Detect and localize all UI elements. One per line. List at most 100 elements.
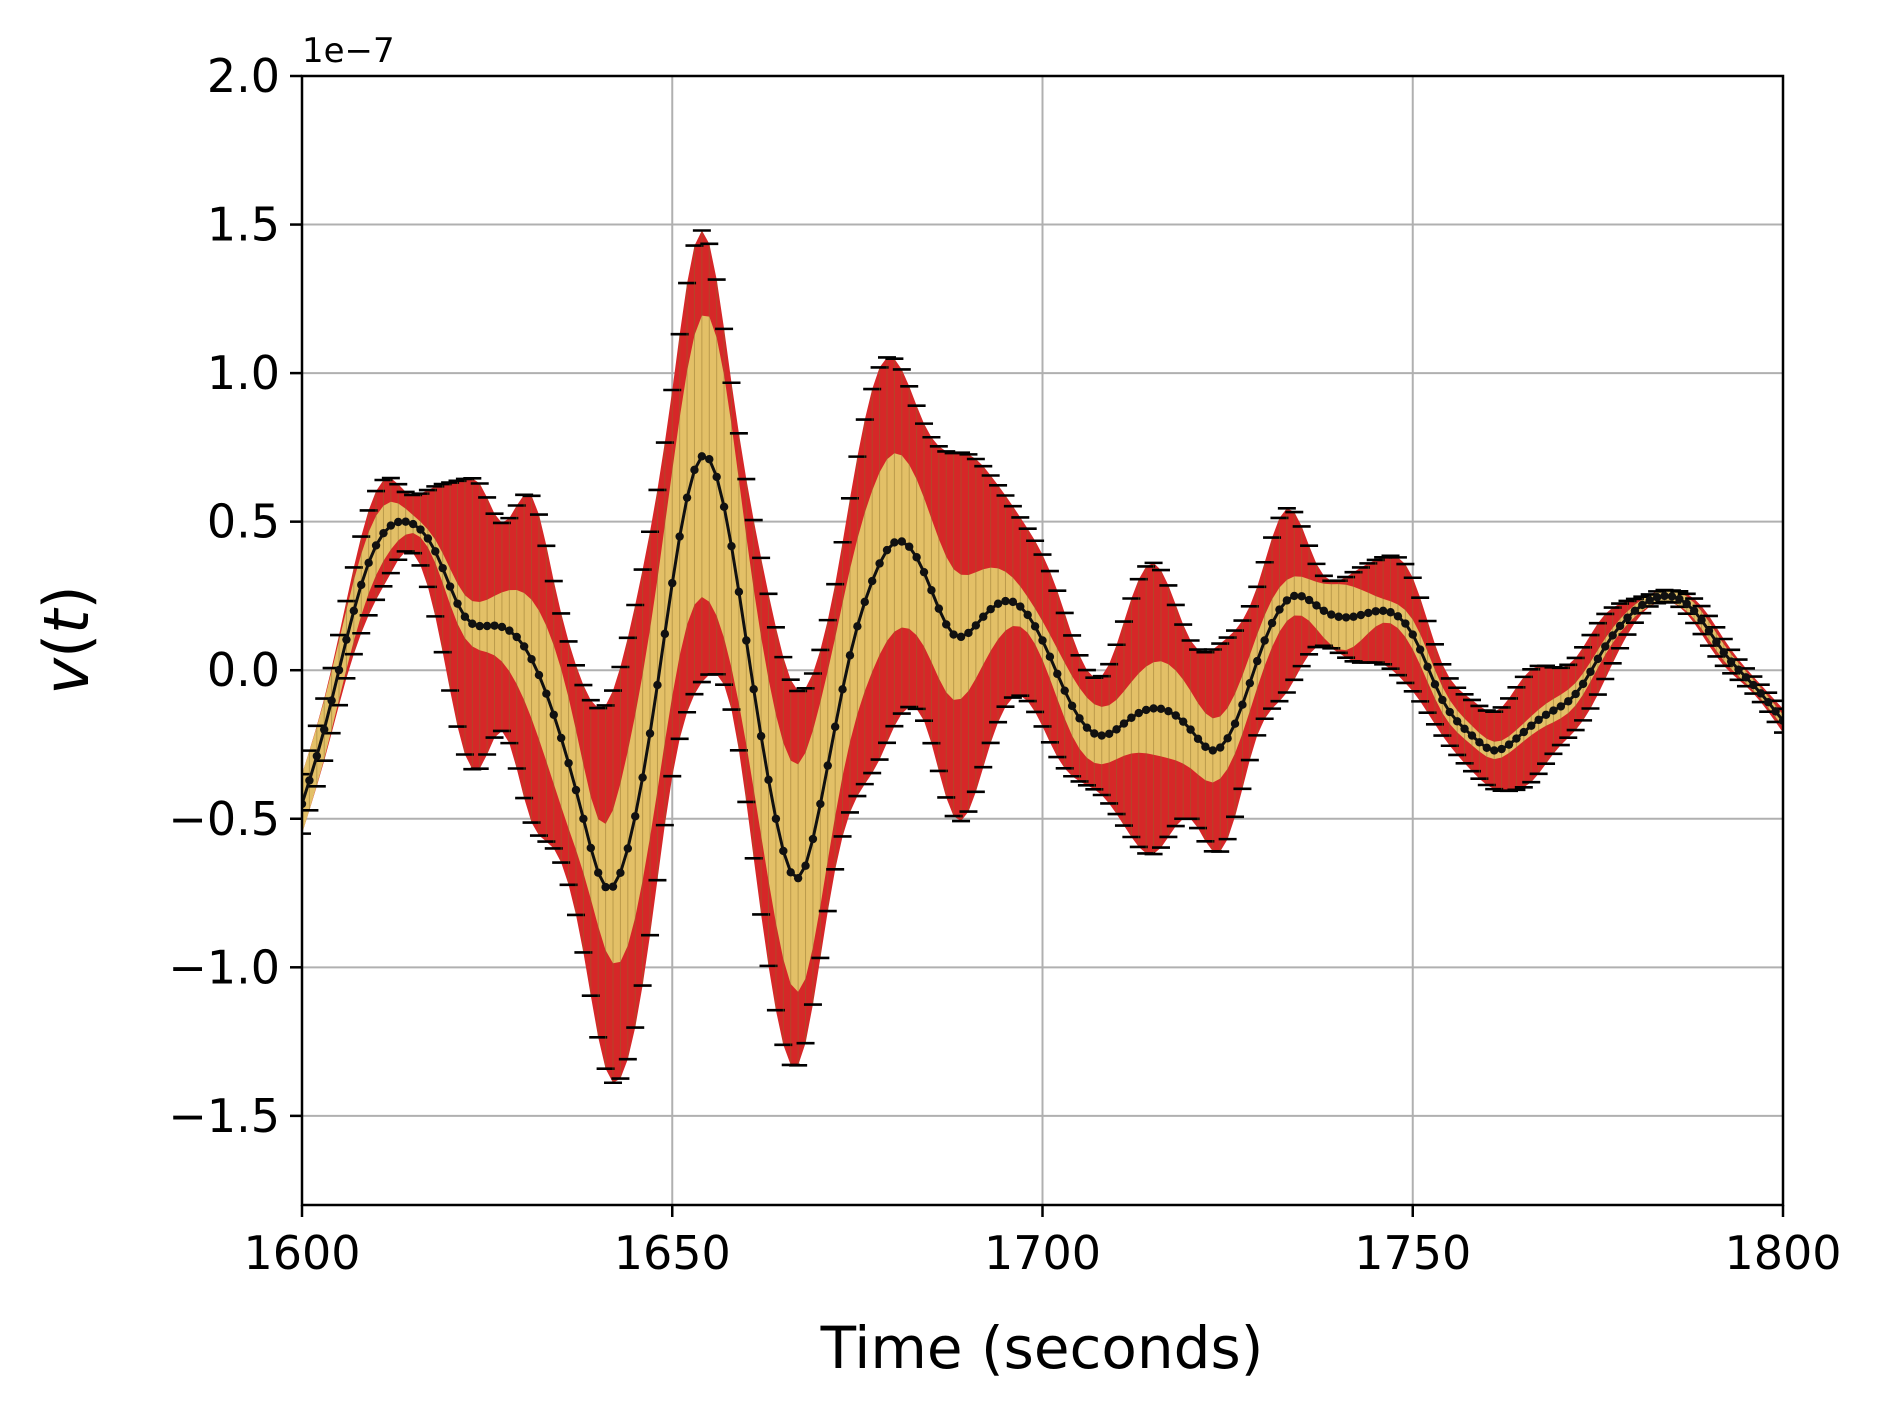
mean-marker	[1275, 605, 1284, 614]
mean-marker	[571, 785, 581, 795]
mean-marker	[416, 525, 425, 534]
mean-marker	[1556, 702, 1566, 711]
mean-marker	[993, 599, 1003, 608]
mean-marker	[1230, 719, 1240, 728]
mean-marker	[1164, 706, 1173, 716]
mean-marker	[1075, 714, 1084, 723]
y-offset-label: 1e−7	[302, 31, 395, 71]
mean-marker	[1356, 610, 1366, 620]
mean-marker	[1726, 657, 1736, 666]
mean-marker	[1282, 596, 1292, 605]
mean-marker	[512, 632, 521, 642]
mean-marker	[1386, 608, 1395, 617]
mean-marker	[1527, 721, 1536, 730]
mean-marker	[1415, 645, 1425, 654]
mean-marker	[1023, 610, 1032, 620]
mean-marker	[786, 868, 795, 877]
mean-marker	[527, 655, 536, 664]
mean-marker	[949, 630, 958, 639]
y-tick-label: −1.0	[168, 940, 280, 994]
mean-marker	[1156, 704, 1166, 714]
mean-marker	[505, 626, 514, 635]
mean-marker	[756, 731, 766, 741]
mean-marker	[1104, 729, 1114, 739]
mean-marker	[1178, 717, 1188, 726]
mean-marker	[860, 597, 869, 607]
mean-marker	[801, 861, 810, 870]
mean-marker	[934, 604, 944, 613]
mean-marker	[1134, 708, 1143, 718]
mean-marker	[764, 775, 773, 785]
y-tick-label: 2.0	[207, 49, 280, 103]
mean-marker	[608, 882, 618, 891]
mean-marker	[394, 517, 403, 527]
mean-marker	[749, 684, 758, 694]
mean-marker	[867, 576, 877, 586]
mean-marker	[1223, 734, 1232, 743]
mean-marker	[705, 454, 714, 464]
y-axis-ticks: −1.5 −1.0 −0.5 0.0 0.5 1.0 1.5 2.0	[168, 49, 302, 1143]
mean-marker	[1638, 600, 1647, 610]
mean-marker	[468, 619, 477, 628]
mean-marker	[1482, 743, 1492, 752]
mean-marker	[964, 628, 973, 638]
mean-marker	[793, 873, 803, 883]
mean-marker	[408, 519, 418, 529]
mean-marker	[1253, 656, 1262, 666]
mean-marker	[357, 580, 366, 590]
mean-marker	[594, 868, 603, 877]
mean-marker	[986, 604, 995, 614]
mean-marker	[882, 545, 892, 555]
mean-marker	[371, 541, 381, 550]
mean-marker	[645, 729, 655, 738]
mean-marker	[1534, 715, 1543, 725]
mean-marker	[1608, 631, 1617, 640]
x-axis-title: Time (seconds)	[820, 1314, 1264, 1382]
mean-marker	[1186, 725, 1195, 734]
mean-marker	[1378, 606, 1388, 615]
mean-marker	[1319, 606, 1329, 615]
mean-marker	[342, 635, 351, 644]
mean-marker	[1734, 665, 1743, 674]
mean-marker	[668, 578, 677, 588]
mean-marker	[956, 632, 966, 642]
mean-marker	[1497, 744, 1506, 754]
mean-marker	[1045, 652, 1055, 661]
mean-marker	[549, 710, 558, 719]
mean-marker	[1601, 642, 1610, 651]
x-tick-label: 1650	[614, 1226, 731, 1280]
mean-marker	[719, 502, 729, 512]
mean-marker	[1401, 619, 1410, 628]
mean-marker	[1771, 707, 1780, 716]
y-axis-title: v(t)	[30, 585, 103, 694]
y-axis-title-close: )	[30, 585, 103, 609]
mean-marker	[1393, 612, 1403, 621]
mean-marker	[1008, 597, 1018, 607]
mean-marker	[1053, 669, 1062, 679]
mean-marker	[1067, 701, 1077, 711]
mean-marker	[1349, 612, 1358, 621]
mean-marker	[1660, 591, 1669, 601]
mean-marker	[771, 814, 781, 823]
mean-marker	[1016, 602, 1025, 611]
x-tick-label: 1700	[984, 1226, 1101, 1280]
mean-marker	[1541, 710, 1551, 719]
mean-marker	[1327, 610, 1336, 619]
mean-marker	[305, 776, 314, 785]
y-tick-label: 1.5	[207, 198, 280, 252]
mean-marker	[1430, 680, 1440, 689]
mean-marker	[1082, 723, 1092, 732]
mean-marker	[1438, 695, 1447, 705]
mean-marker	[423, 534, 433, 543]
mean-marker	[1586, 667, 1595, 676]
mean-marker	[601, 882, 610, 892]
mean-marker	[1312, 601, 1321, 610]
mean-marker	[1564, 697, 1573, 706]
mean-marker	[579, 814, 588, 823]
y-tick-label: −1.5	[168, 1089, 280, 1143]
mean-marker	[431, 547, 440, 556]
mean-marker	[1519, 727, 1529, 737]
mean-marker	[653, 680, 662, 690]
inner-band-area	[302, 315, 1783, 992]
